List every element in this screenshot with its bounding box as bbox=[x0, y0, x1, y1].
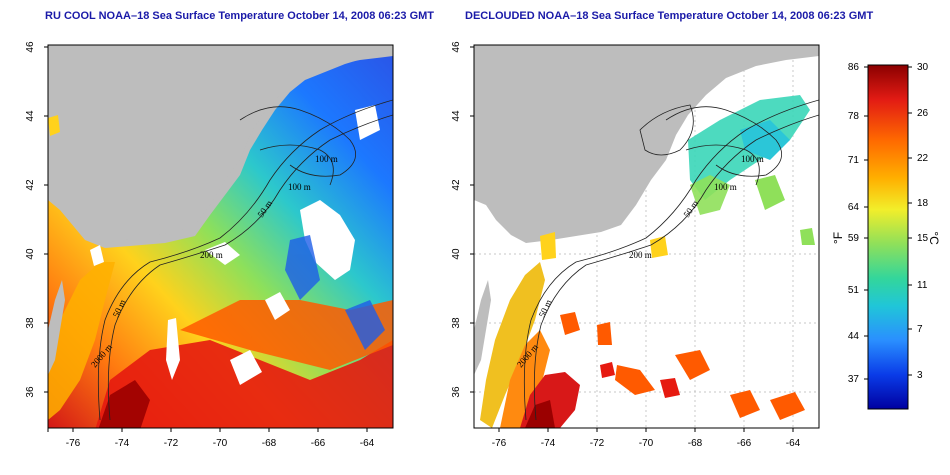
right-lon-ticks: -76 -74 -72 -70 -68 -66 -64 bbox=[492, 438, 801, 449]
fahrenheit-unit-label: °F bbox=[831, 232, 845, 244]
lat-tick: 44 bbox=[25, 110, 36, 122]
graticule bbox=[474, 45, 819, 428]
lat-tick: 38 bbox=[25, 317, 36, 329]
contour-label-100m-a: 100 m bbox=[741, 154, 764, 164]
lon-tick: -68 bbox=[262, 438, 277, 449]
contour-label-100m-a: 100 m bbox=[315, 154, 338, 164]
colorbar-c-tick: 3 bbox=[917, 370, 923, 381]
colorbar-f-tick: 37 bbox=[848, 374, 860, 385]
lon-tick: -72 bbox=[590, 438, 605, 449]
lat-tick: 42 bbox=[451, 179, 462, 191]
lon-tick: -72 bbox=[164, 438, 179, 449]
fahrenheit-ticks: 86 78 71 64 59 51 44 37 bbox=[848, 62, 860, 385]
colorbar-c-tick: 18 bbox=[917, 198, 929, 209]
lon-tick: -66 bbox=[737, 438, 752, 449]
colorbar-f-tick: 64 bbox=[848, 202, 860, 213]
colorbar-c-tick: 22 bbox=[917, 153, 929, 164]
left-map-panel: 100 m 100 m 50 m 200 m 50 m 2000 m bbox=[25, 41, 394, 449]
colorbar-c-tick: 15 bbox=[917, 233, 929, 244]
celsius-ticks: 30 26 22 18 15 11 7 3 bbox=[917, 62, 929, 381]
lat-tick: 46 bbox=[451, 41, 462, 53]
right-lat-ticks: 46 44 42 40 38 36 bbox=[451, 41, 462, 398]
lon-tick: -64 bbox=[360, 438, 375, 449]
bathymetry-contours bbox=[97, 99, 393, 421]
contour-label-200m: 200 m bbox=[629, 250, 652, 260]
colorbar-c-tick: 30 bbox=[917, 62, 929, 73]
right-map-title: DECLOUDED NOAA–18 Sea Surface Temperatur… bbox=[465, 10, 874, 22]
contour-label-100m-b: 100 m bbox=[714, 182, 737, 192]
lat-tick: 42 bbox=[25, 179, 36, 191]
lon-tick: -74 bbox=[115, 438, 130, 449]
colorbar-gradient bbox=[867, 64, 909, 410]
lat-tick: 36 bbox=[25, 386, 36, 398]
sst-patches bbox=[560, 312, 805, 420]
contour-label-100m-b: 100 m bbox=[288, 182, 311, 192]
colorbar-f-tick: 51 bbox=[848, 285, 860, 296]
left-lat-ticks: 46 44 42 40 38 36 bbox=[25, 41, 36, 398]
lon-tick: -74 bbox=[541, 438, 556, 449]
lat-tick: 40 bbox=[25, 248, 36, 260]
colorbar-f-tick: 44 bbox=[848, 331, 860, 342]
celsius-unit-label: °C bbox=[927, 231, 941, 245]
bathymetry-contours bbox=[523, 99, 819, 421]
lon-tick: -64 bbox=[786, 438, 801, 449]
lon-tick: -66 bbox=[311, 438, 326, 449]
lon-tick: -76 bbox=[492, 438, 507, 449]
colorbar-f-tick: 71 bbox=[848, 155, 860, 166]
temperature-colorbar: 86 78 71 64 59 51 44 37 30 26 22 18 15 1… bbox=[831, 62, 941, 410]
colorbar-f-tick: 86 bbox=[848, 62, 860, 73]
right-map-panel: 100 m 100 m 50 m 200 m 50 m 2000 m bbox=[451, 41, 820, 449]
colorbar-c-tick: 7 bbox=[917, 324, 923, 335]
colorbar-c-tick: 26 bbox=[917, 108, 929, 119]
left-lon-ticks: -76 -74 -72 -70 -68 -66 -64 bbox=[66, 438, 375, 449]
colorbar-c-tick: 11 bbox=[917, 280, 928, 291]
colorbar-f-tick: 78 bbox=[848, 111, 860, 122]
lat-tick: 40 bbox=[451, 248, 462, 260]
lat-tick: 46 bbox=[25, 41, 36, 53]
lon-tick: -70 bbox=[213, 438, 228, 449]
lat-tick: 44 bbox=[451, 110, 462, 122]
lon-tick: -68 bbox=[688, 438, 703, 449]
land-mask bbox=[474, 45, 819, 243]
lon-tick: -76 bbox=[66, 438, 81, 449]
colorbar-f-tick: 59 bbox=[848, 233, 860, 244]
contour-label-200m: 200 m bbox=[200, 250, 223, 260]
lon-tick: -70 bbox=[639, 438, 654, 449]
lat-tick: 38 bbox=[451, 317, 462, 329]
lat-tick: 36 bbox=[451, 386, 462, 398]
left-map-title: RU COOL NOAA–18 Sea Surface Temperature … bbox=[45, 10, 435, 22]
